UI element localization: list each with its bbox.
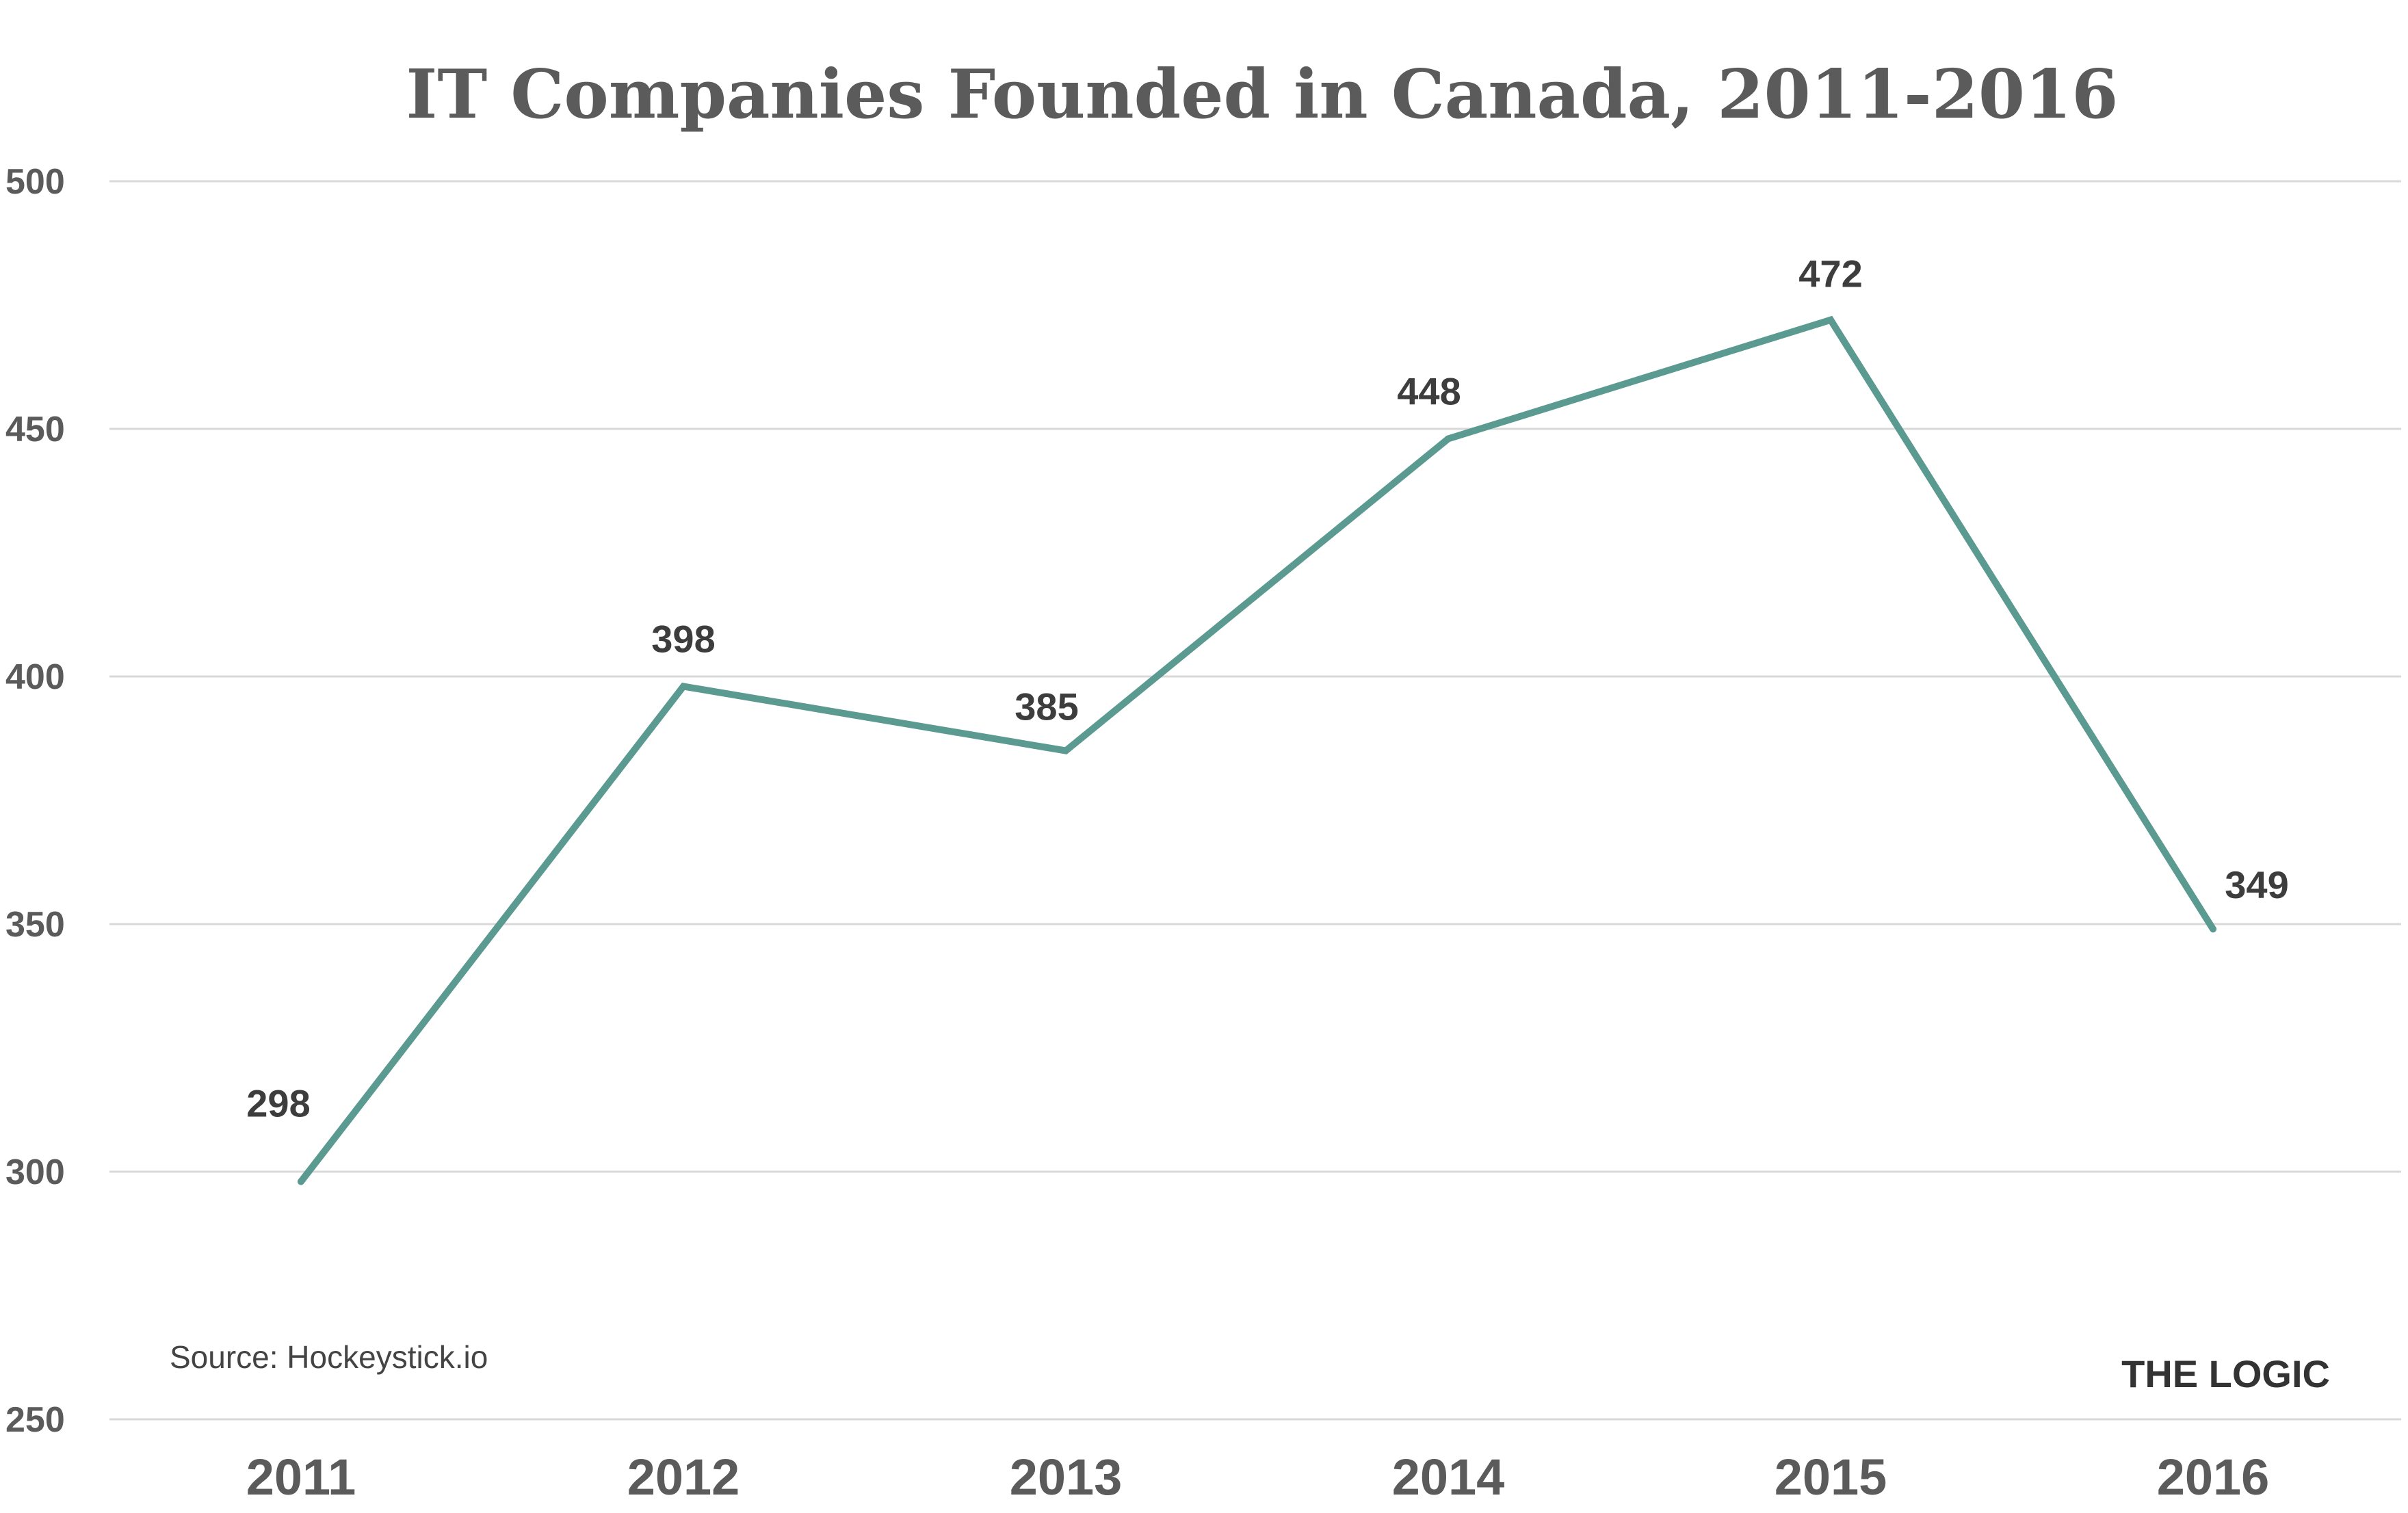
data-labels: 298 398 385 448 472 349	[246, 252, 2288, 1125]
data-label: 349	[2225, 863, 2288, 906]
x-tick-label: 2015	[1775, 1449, 1887, 1505]
x-tick-label: 2016	[2157, 1449, 2270, 1505]
x-axis-ticks: 2011 2012 2013 2014 2015 2016	[246, 1449, 2270, 1505]
x-tick-label: 2012	[627, 1449, 740, 1505]
data-point	[1827, 316, 1834, 324]
data-label: 448	[1397, 369, 1461, 412]
data-label: 472	[1798, 252, 1862, 295]
x-tick-label: 2014	[1392, 1449, 1505, 1505]
y-tick-label: 450	[5, 410, 65, 449]
data-point	[298, 1178, 304, 1185]
data-point	[680, 683, 687, 690]
data-point	[1062, 747, 1069, 754]
data-point	[1445, 435, 1452, 443]
x-tick-label: 2011	[246, 1449, 356, 1505]
source-note: Source: Hockeystick.io	[170, 1339, 488, 1375]
data-point	[2210, 925, 2216, 933]
data-points	[298, 316, 2216, 1185]
x-tick-label: 2013	[1010, 1449, 1123, 1505]
y-tick-label: 350	[5, 905, 65, 945]
y-axis-ticks: 250 300 350 400 450 500	[5, 162, 65, 1440]
data-label: 298	[246, 1081, 310, 1124]
gridlines	[109, 180, 2401, 1421]
chart-title: IT Companies Founded in Canada, 2011-201…	[406, 55, 2119, 134]
y-tick-label: 250	[5, 1400, 65, 1440]
series-line	[298, 315, 2216, 1185]
brand-logo-text: THE LOGIC	[2121, 1352, 2330, 1395]
data-label: 385	[1015, 685, 1078, 728]
y-tick-label: 500	[5, 162, 65, 202]
y-tick-label: 400	[5, 657, 65, 697]
data-label: 398	[651, 617, 715, 660]
y-tick-label: 300	[5, 1153, 65, 1192]
